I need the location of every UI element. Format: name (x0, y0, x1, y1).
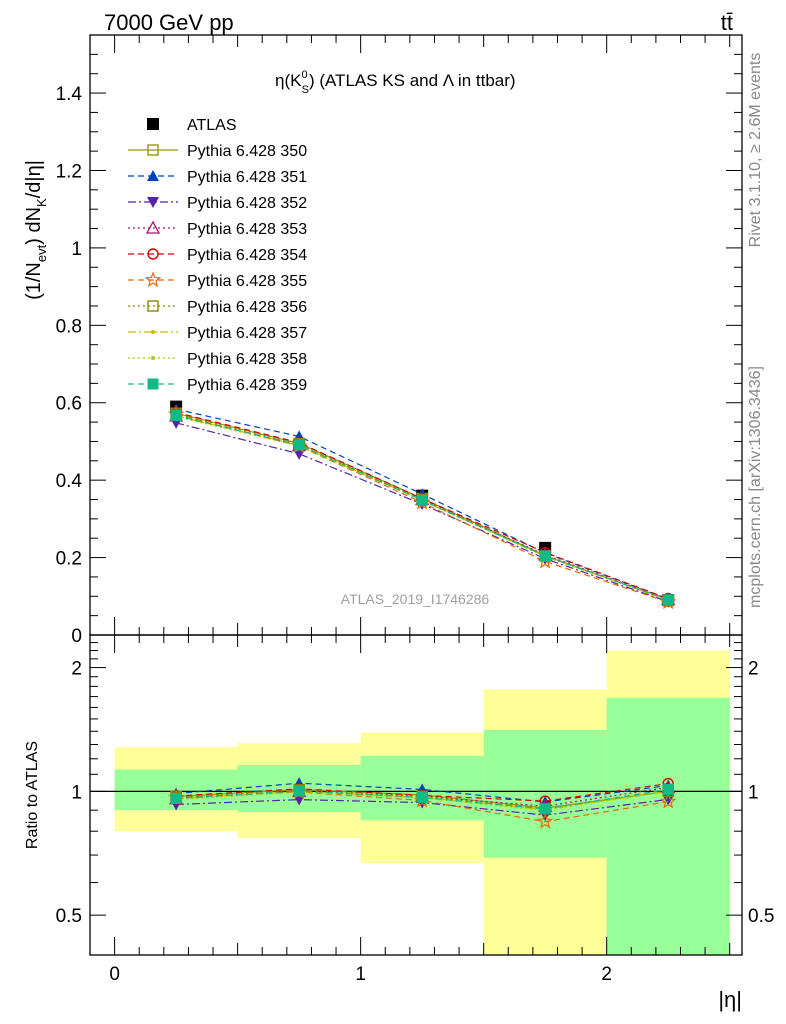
analysis-watermark: ATLAS_2019_I1746286 (341, 591, 490, 607)
legend-label-1: Pythia 6.428 351 (187, 169, 307, 186)
x-tick-label: 0 (109, 964, 120, 985)
ratio-point-5 (659, 792, 677, 809)
ylabel-sub1: evt (34, 244, 49, 262)
legend-marker-4 (147, 248, 159, 260)
legend-label-7: Pythia 6.428 357 (187, 325, 307, 342)
main-panel (167, 400, 677, 610)
mcplots-side-label: mcplots.cern.ch [arXiv:1306.3436] (747, 366, 764, 608)
legend-label-8: Pythia 6.428 358 (187, 351, 307, 368)
green-band-bin (606, 697, 730, 955)
legend-label-5: Pythia 6.428 355 (187, 273, 307, 290)
process-label: tt̄ (721, 10, 733, 35)
title-rest: ) (ATLAS KS and Λ in ttbar) (309, 71, 516, 90)
rivet-side-label: Rivet 3.1.10, ≥ 2.6M events (747, 53, 764, 248)
legend-marker-6 (147, 300, 159, 312)
ratio-y-tick-label-right: 1 (748, 782, 759, 803)
ratio-line-4 (176, 783, 669, 802)
legend-marker-7 (151, 330, 155, 334)
legend-label-9: Pythia 6.428 359 (187, 377, 307, 394)
x-tick-label: 2 (601, 964, 612, 985)
main-y-tick-label: 0.8 (56, 316, 82, 337)
legend: ATLAS Pythia 6.428 350 Pythia 6.428 351 Pyt… (128, 117, 307, 394)
legend-label-4: Pythia 6.428 354 (187, 247, 307, 264)
legend-label-data: ATLAS (187, 117, 237, 134)
beam-label: 7000 GeV pp (104, 10, 234, 35)
legend-label-2: Pythia 6.428 352 (187, 195, 307, 212)
legend-marker-3 (145, 220, 161, 234)
legend-label-6: Pythia 6.428 356 (187, 299, 307, 316)
ratio-point-9 (293, 785, 305, 797)
ratio-y-tick-label-right: 2 (748, 659, 759, 680)
ratio-y-axis-label: Ratio to ATLAS (24, 741, 41, 849)
series-point-9 (662, 594, 674, 606)
main-y-tick-label: 1.2 (56, 161, 82, 182)
series-point-9 (416, 494, 428, 506)
ratio-point-9 (662, 783, 674, 795)
title-sub: S (302, 84, 309, 96)
legend-label-0: Pythia 6.428 350 (187, 143, 307, 160)
legend-marker-9 (147, 378, 159, 390)
title-main: η(K (275, 71, 302, 90)
green-band-bin (483, 729, 607, 858)
ratio-line-1 (176, 782, 669, 803)
x-tick-label: 1 (355, 964, 366, 985)
legend-marker-8 (151, 356, 155, 360)
series-point-9 (539, 550, 551, 562)
series-line-2 (175, 422, 669, 603)
ratio-y-tick-label: 2 (71, 659, 82, 680)
ratio-point-9 (170, 792, 182, 804)
ratio-point-9 (416, 791, 428, 803)
legend-marker-0 (147, 144, 159, 156)
legend-label-3: Pythia 6.428 353 (187, 221, 307, 238)
axes: 0 0.2 0.4 0.6 0.8 1 1.2 1.4 0.5 0.5 1 1 2 2 0 1 2 (56, 34, 774, 985)
main-y-tick-label: 0 (71, 626, 82, 647)
ratio-point-5 (536, 812, 554, 829)
ratio-y-tick-label-right: 0.5 (748, 906, 774, 927)
main-y-tick-label: 0.6 (56, 394, 82, 415)
series-point-9 (293, 439, 305, 451)
legend-marker-2 (147, 197, 159, 208)
ratio-y-tick-label: 1 (71, 782, 82, 803)
ylabel-mid: ) dN (23, 207, 45, 245)
title-sup: 0 (301, 69, 307, 81)
legend-marker-data (147, 118, 159, 130)
main-y-tick-label: 1.4 (56, 84, 83, 105)
main-y-tick-label: 0.2 (56, 549, 82, 570)
ratio-panel (90, 777, 742, 829)
main-y-tick-label: 1 (71, 239, 82, 260)
ratio-frame (89, 634, 743, 956)
ylabel-suffix: /d|η| (23, 160, 45, 198)
ylabel-sub2: K (34, 198, 49, 207)
series-point-9 (170, 410, 182, 422)
ratio-point-2 (662, 794, 675, 806)
main-y-axis-label: (1/Nevt) dNK/d|η| (23, 160, 49, 300)
legend-marker-5 (144, 271, 162, 288)
ratio-y-tick-label: 0.5 (56, 906, 82, 927)
x-axis-label: |η| (718, 987, 742, 1012)
ylabel-prefix: (1/N (23, 262, 45, 300)
legend-marker-1 (147, 170, 159, 181)
ratio-point-9 (539, 803, 551, 815)
main-y-tick-label: 0.4 (56, 471, 83, 492)
ratio-line-9 (176, 788, 669, 810)
main-title: η(K0 S) (ATLAS KS and Λ in ttbar) (275, 69, 516, 96)
